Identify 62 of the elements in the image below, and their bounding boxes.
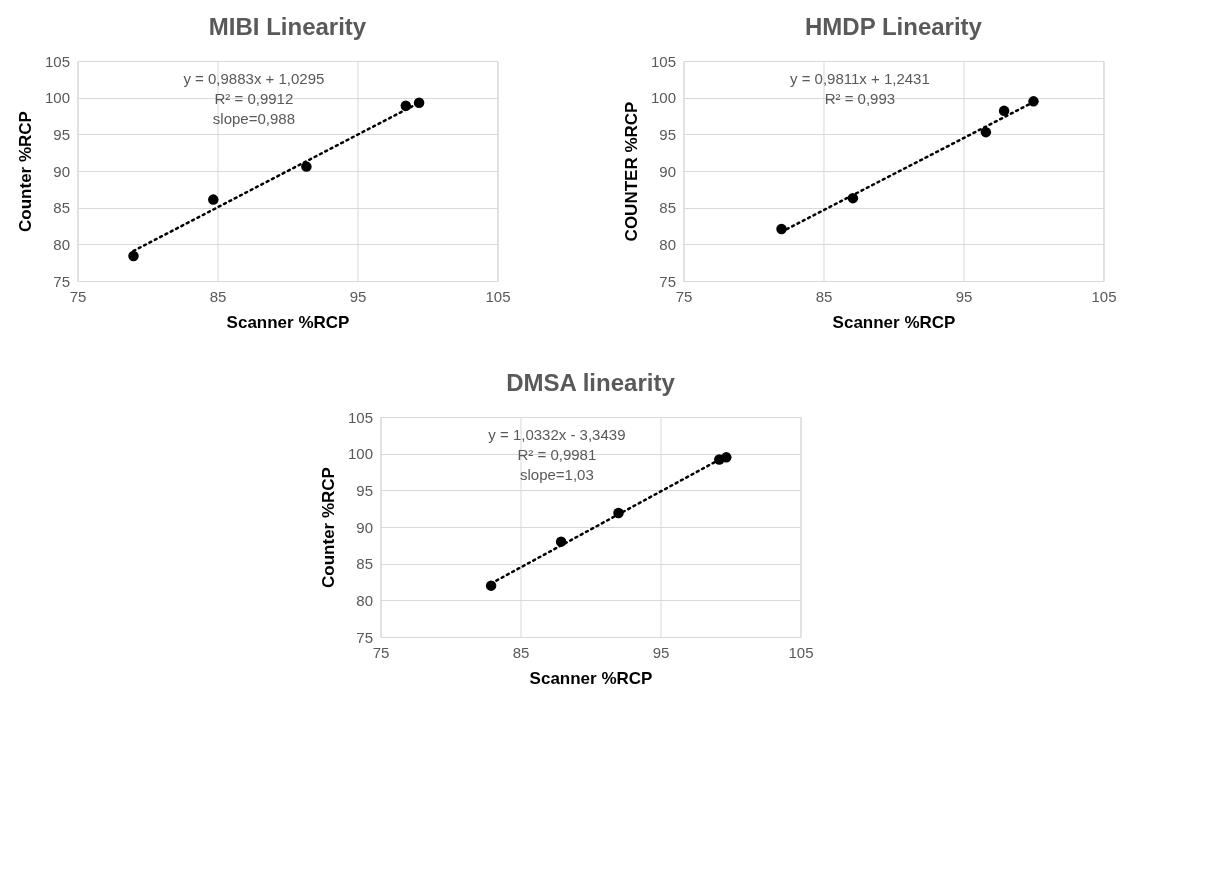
chart-title: MIBI Linearity — [208, 13, 367, 40]
point — [400, 100, 412, 111]
x-tick-label: 75 — [675, 287, 693, 305]
x-tick-label: 75 — [69, 287, 87, 305]
point — [776, 223, 787, 235]
point — [128, 250, 139, 262]
annotation: y = 1,0332x - 3,3439 — [488, 426, 626, 443]
chart-title: HMDP Linearity — [805, 13, 983, 40]
y-tick-label: 80 — [659, 235, 676, 253]
x-tick-label: 85 — [815, 287, 833, 305]
point — [998, 105, 1010, 117]
y-tick-label: 80 — [53, 235, 70, 253]
point — [208, 194, 219, 205]
y-tick-label: 100 — [44, 89, 70, 107]
x-axis-title: Scanner %RCP — [226, 312, 350, 332]
x-tick-label: 75 — [372, 643, 390, 661]
point — [555, 536, 567, 547]
y-tick-label: 75 — [659, 272, 676, 290]
y-axis-title: Counter %RCP — [318, 467, 338, 588]
y-tick-label: 100 — [650, 89, 676, 107]
point — [485, 580, 497, 591]
y-tick-label: 85 — [53, 199, 70, 217]
y-tick-label: 75 — [53, 272, 70, 290]
point — [980, 126, 992, 138]
y-tick-label: 90 — [356, 518, 373, 536]
x-axis-title: Scanner %RCP — [832, 312, 956, 332]
x-tick-label: 105 — [485, 287, 511, 305]
y-tick-label: 105 — [347, 408, 373, 426]
y-tick-label: 100 — [347, 445, 373, 463]
x-tick-label: 95 — [955, 287, 973, 305]
annotation: R² = 0,9912 — [214, 90, 294, 107]
y-tick-label: 105 — [650, 52, 676, 70]
x-tick-label: 105 — [788, 643, 814, 661]
annotation: y = 0,9811x + 1,2431 — [789, 70, 930, 87]
y-tick-label: 105 — [44, 52, 70, 70]
annotation: slope=1,03 — [519, 466, 594, 483]
point — [301, 161, 312, 172]
annotation: y = 0,9883x + 1,0295 — [183, 70, 325, 87]
y-tick-label: 75 — [356, 628, 373, 646]
y-tick-label: 95 — [356, 481, 373, 499]
y-tick-label: 95 — [659, 125, 676, 143]
annotation: slope=0,988 — [212, 110, 295, 127]
y-tick-label: 90 — [53, 162, 70, 180]
annotation: R² = 0,993 — [824, 90, 896, 107]
x-tick-label: 85 — [512, 643, 530, 661]
point — [613, 507, 624, 519]
point — [413, 97, 425, 109]
y-tick-label: 85 — [356, 555, 373, 573]
y-tick-label: 80 — [356, 591, 373, 609]
y-axis-title: COUNTER %RCP — [621, 101, 641, 242]
y-tick-label: 95 — [53, 125, 70, 143]
x-tick-label: 85 — [209, 287, 227, 305]
annotation: R² = 0,9981 — [517, 446, 597, 463]
y-axis-title: Counter %RCP — [15, 111, 35, 232]
y-tick-label: 85 — [659, 199, 676, 217]
y-tick-label: 90 — [659, 162, 676, 180]
x-tick-label: 105 — [1091, 287, 1117, 305]
point — [1028, 96, 1039, 107]
x-axis-title: Scanner %RCP — [529, 668, 653, 688]
point — [721, 452, 732, 463]
point — [847, 192, 859, 204]
chart-title: DMSA linearity — [506, 369, 676, 396]
